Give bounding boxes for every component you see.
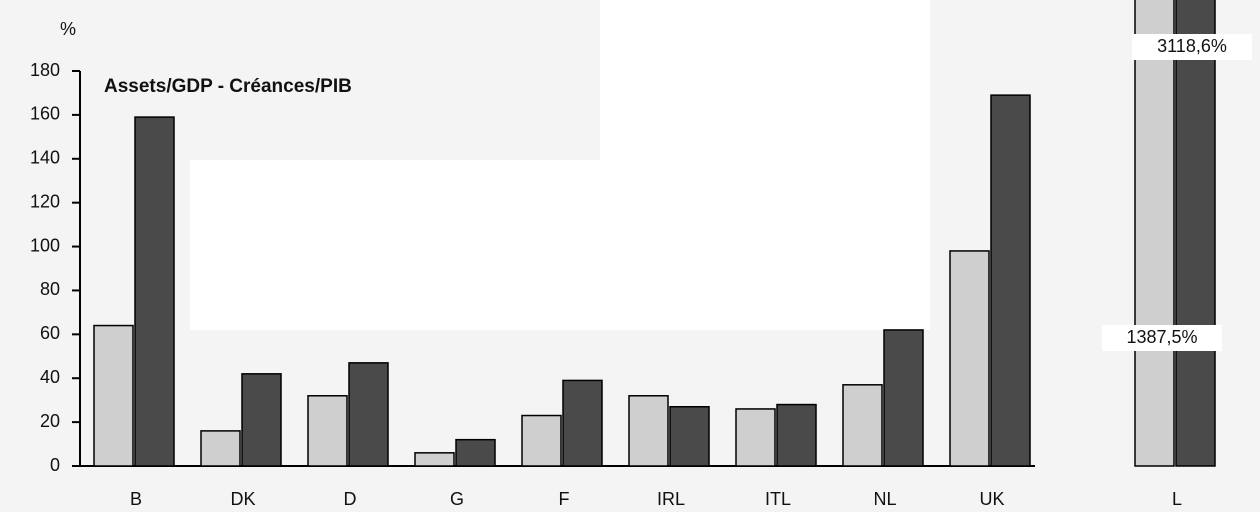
bar — [735, 408, 776, 467]
x-tick-label: UK — [979, 489, 1004, 509]
x-tick-label: NL — [873, 489, 896, 509]
bar — [776, 403, 817, 467]
y-tick-label: 0 — [50, 455, 60, 475]
y-tick-label: 40 — [40, 367, 60, 387]
bar — [990, 94, 1031, 467]
bar — [883, 329, 924, 467]
bar — [93, 324, 134, 467]
x-tick-label: DK — [230, 489, 255, 509]
bar — [562, 379, 603, 467]
value-label: 1387,5% — [1126, 327, 1197, 347]
x-tick-label: ITL — [765, 489, 791, 509]
x-tick-label: B — [130, 489, 142, 509]
bar — [521, 414, 562, 467]
x-tick-label: D — [344, 489, 357, 509]
y-tick-label: 140 — [30, 148, 60, 168]
bar — [669, 406, 710, 467]
bar — [455, 438, 496, 467]
x-tick-label: F — [559, 489, 570, 509]
y-tick-label: 60 — [40, 323, 60, 343]
bar — [1175, 0, 1216, 467]
label-background — [1132, 34, 1252, 60]
y-tick-label: 100 — [30, 235, 60, 255]
bars — [93, 0, 1216, 467]
x-tick-label: G — [450, 489, 464, 509]
bar — [348, 362, 389, 467]
label-background — [1102, 325, 1222, 351]
y-tick-label: 120 — [30, 191, 60, 211]
y-tick-label: 80 — [40, 279, 60, 299]
bar — [241, 373, 282, 467]
x-tick-label: L — [1172, 489, 1182, 509]
bar — [134, 116, 175, 467]
bar — [949, 250, 990, 467]
background-patch — [600, 0, 930, 160]
y-tick-label: 20 — [40, 411, 60, 431]
bar — [1134, 0, 1175, 467]
background-patch — [190, 160, 930, 330]
value-label: 3118,6% — [1157, 36, 1227, 56]
bar — [414, 452, 455, 467]
y-tick-label: 160 — [30, 104, 60, 124]
bar — [200, 430, 241, 467]
bar — [842, 384, 883, 467]
bar — [628, 395, 669, 467]
bar — [307, 395, 348, 467]
chart-title: Assets/GDP - Créances/PIB — [104, 76, 352, 97]
y-axis-label: % — [60, 19, 76, 39]
y-tick-label: 180 — [30, 60, 60, 80]
x-tick-label: IRL — [657, 489, 685, 509]
